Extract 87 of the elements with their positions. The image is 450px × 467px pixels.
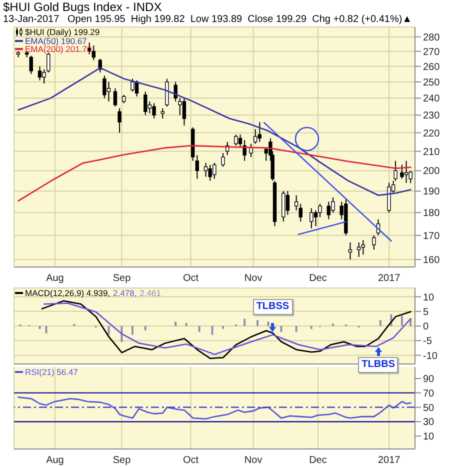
candlestick [331, 196, 335, 214]
candlestick [42, 68, 46, 84]
legend-label: RSI(21) 56.47 [25, 367, 78, 377]
candlestick [286, 190, 290, 216]
y-tick-label: 210 [423, 146, 440, 158]
x-tick-label: Sep [112, 273, 132, 284]
annotation: TLBBS [358, 357, 398, 374]
candlestick [182, 98, 186, 126]
candlestick [387, 182, 391, 214]
line-series [18, 396, 412, 420]
candlestick [38, 66, 42, 81]
candlestick [400, 164, 404, 180]
y-tick-label: 5 [423, 306, 429, 318]
candlestick [298, 203, 302, 222]
candlestick [234, 134, 238, 146]
candlestick [102, 75, 106, 99]
candlestick [118, 108, 122, 134]
candlestick [258, 122, 262, 142]
candlestick [130, 78, 134, 92]
candlestick [372, 234, 376, 250]
legend-label: $HUI (Daily) 199.29 [25, 27, 100, 37]
candlestick [106, 81, 111, 102]
candlestick [356, 242, 361, 258]
y-tick-label: 170 [423, 230, 440, 242]
y-tick-label: 280 [423, 32, 440, 44]
text: 2.478, [113, 288, 137, 298]
candlestick [113, 88, 118, 108]
y-tick-label: 0 [423, 322, 429, 333]
candlestick [152, 102, 156, 120]
candlestick [144, 91, 148, 116]
legend-label: EMA(50) 190.67 [25, 36, 87, 46]
candlestick [254, 128, 258, 144]
x-tick-label: Nov [244, 273, 262, 284]
candlestick [221, 152, 225, 168]
y-tick-label: 180 [423, 208, 440, 220]
candlestick [348, 242, 352, 260]
y-tick-label: 270 [423, 46, 440, 58]
y-tick-label: 50 [423, 402, 435, 414]
y-tick-label: 10 [423, 292, 435, 304]
candlestick [318, 203, 322, 218]
legend-label: MACD(12,26,9) 4.939, [25, 288, 110, 298]
y-tick-label: 90 [423, 374, 435, 386]
annotation: TLBSS [252, 299, 293, 315]
text: 2.461 [140, 288, 161, 298]
x-tick-label: Nov [244, 455, 262, 466]
candlestick [282, 190, 286, 222]
candlestick [249, 143, 253, 158]
x-tick-label: Dec [309, 455, 327, 466]
candlestick [314, 210, 318, 227]
candlestick [361, 240, 365, 256]
x-tick-label: Dec [309, 273, 327, 284]
x-tick-label: Oct [183, 273, 199, 284]
candlestick [178, 98, 182, 116]
y-tick-label: 230 [423, 110, 440, 122]
x-tick-label: Aug [46, 273, 64, 284]
y-tick-label: 240 [423, 94, 440, 105]
y-tick-label: 10 [423, 432, 435, 443]
y-tick-label: 160 [423, 255, 440, 266]
candlestick [294, 194, 298, 211]
y-tick-label: 70 [423, 388, 435, 400]
candlestick [165, 78, 169, 108]
candlestick [174, 81, 178, 102]
chart-title: $HUI Gold Bugs Index - INDX [3, 0, 162, 14]
x-tick-label: Aug [46, 455, 64, 466]
y-tick-label: -5 [423, 336, 432, 348]
x-tick-label: Sep [112, 455, 132, 466]
candlestick [404, 160, 408, 184]
y-tick-label: 30 [423, 417, 435, 428]
x-tick-label: 2017 [378, 455, 401, 466]
x-tick-label: Oct [183, 455, 199, 466]
candlestick [92, 44, 96, 61]
y-tick-label: 250 [423, 77, 440, 88]
y-tick-label: -10 [423, 350, 438, 362]
candlestick [204, 162, 208, 178]
y-tick-label: 220 [423, 128, 440, 140]
y-tick-label: 190 [423, 186, 440, 198]
candlestick [46, 52, 50, 73]
chart-subtitle: 13-Jan-2017 Open 195.95 High 199.82 Low 193.89 Close 199.29 Chg +0.82 (+0.41%)▲ [3, 14, 412, 25]
candlestick [394, 160, 398, 182]
candlestick [195, 154, 199, 180]
candlestick [208, 164, 212, 182]
candlestick [326, 201, 331, 220]
x-tick-label: 2017 [378, 273, 401, 284]
y-tick-label: 260 [423, 62, 440, 73]
y-tick-label: 200 [423, 166, 440, 178]
candlestick [29, 55, 33, 75]
candlestick [310, 208, 314, 229]
